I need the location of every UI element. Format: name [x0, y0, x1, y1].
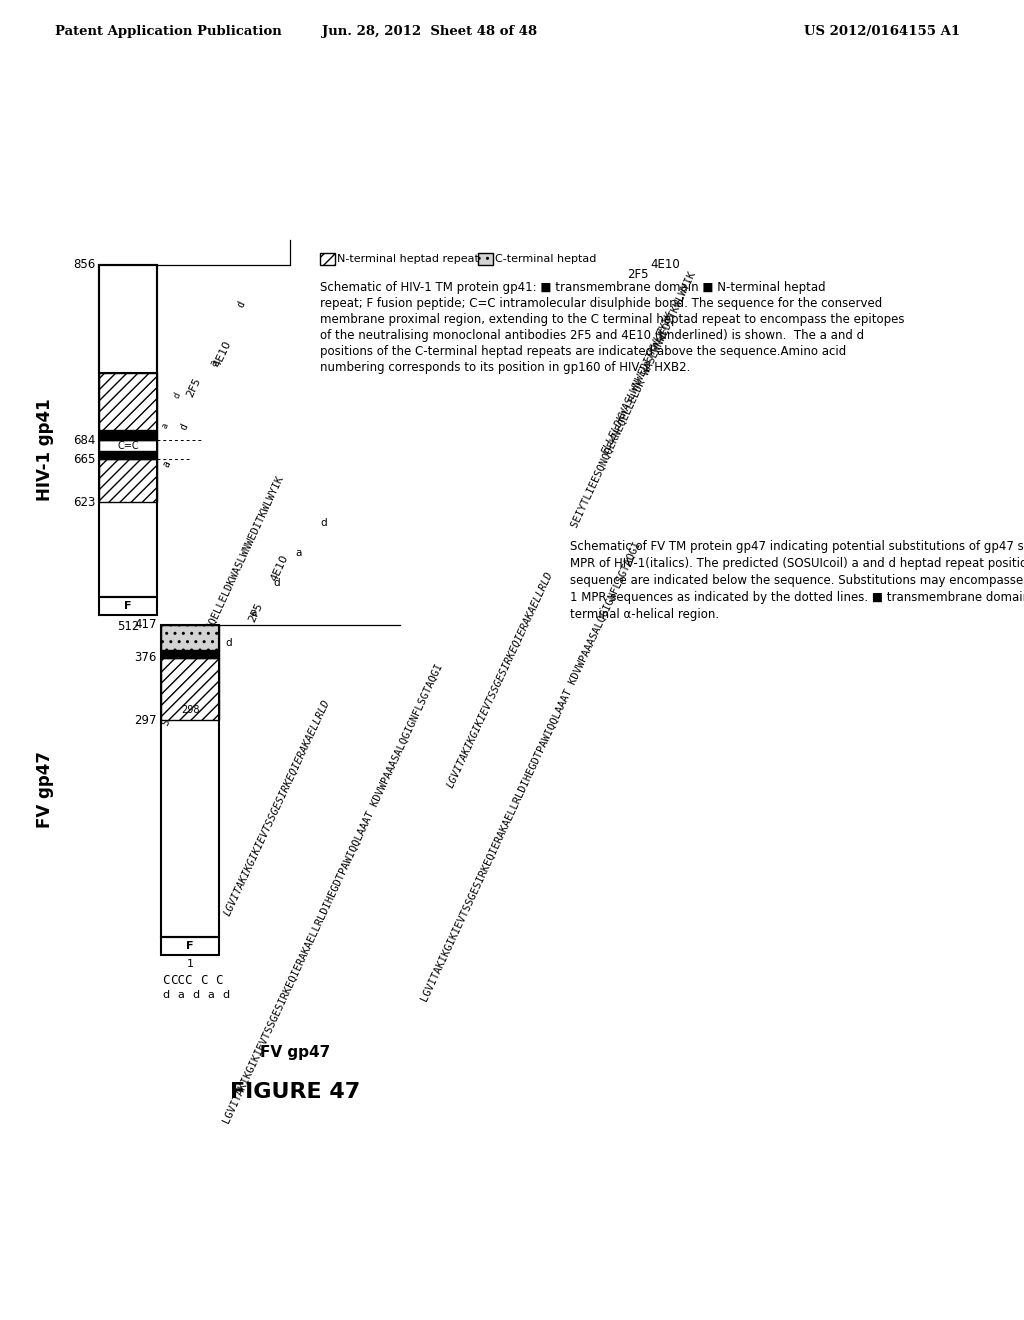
Text: d: d [273, 578, 281, 587]
Text: a: a [160, 421, 170, 430]
Text: d: d [225, 638, 232, 648]
Text: d: d [193, 990, 200, 1001]
Bar [161, 937, 219, 954]
Bar [99, 430, 157, 440]
Text: 376: 376 [134, 651, 157, 664]
Text: 2F5: 2F5 [628, 268, 649, 281]
Text: FV gp47: FV gp47 [36, 751, 54, 829]
Bar [478, 253, 493, 265]
Text: Jun. 28, 2012  Sheet 48 of 48: Jun. 28, 2012 Sheet 48 of 48 [323, 25, 538, 38]
Text: ELLELDKWASLWNWEDITKWLWYIK: ELLELDKWASLWNWEDITKWLWYIK [600, 310, 675, 455]
Text: sequence are indicated below the sequence. Substitutions may encompasses various: sequence are indicated below the sequenc… [570, 574, 1024, 587]
Text: 512: 512 [117, 620, 139, 634]
Text: 684: 684 [73, 433, 95, 446]
Text: numbering corresponds to its position in gp160 of HIV-1 HXB2.: numbering corresponds to its position in… [319, 360, 690, 374]
Text: d: d [172, 391, 182, 400]
Bar [161, 651, 219, 657]
Text: MPR of HIV-1(italics). The predicted (SOSUIcoil) a and d heptad repeat positions: MPR of HIV-1(italics). The predicted (SO… [570, 557, 1024, 570]
Text: C: C [162, 974, 170, 986]
Text: 623: 623 [73, 495, 95, 508]
Text: membrane proximal region, extending to the C terminal heptad repeat to encompass: membrane proximal region, extending to t… [319, 313, 904, 326]
Text: LGVITAKIKGIKIEVTSSGESIRKEQIERAKAELLRLDIHEGDTPAWIQQLAAAT KDVWPAAASALQGIGNFLSGTAQG: LGVITAKIKGIKIEVTSSGESIRKEQIERAKAELLRLDIH… [420, 540, 643, 1003]
Text: FIGURE 47: FIGURE 47 [229, 1082, 360, 1102]
Text: Schematic of HIV-1 TM protein gp41: ■ transmembrane domain ■ N-terminal heptad: Schematic of HIV-1 TM protein gp41: ■ tr… [319, 281, 825, 294]
Text: SEIYTLIEESQNQQEKNEQELLELDKWASLWNWEDITKWLWYIK: SEIYTLIEESQNQQEKNEQELLELDKWASLWNWEDITKWL… [160, 474, 286, 727]
Text: US 2012/0164155 A1: US 2012/0164155 A1 [804, 25, 961, 38]
Text: 4E10: 4E10 [212, 339, 232, 370]
Text: C: C [201, 974, 208, 986]
Text: positions of the C-terminal heptad repeats are indicated above the sequence.Amin: positions of the C-terminal heptad repea… [319, 345, 846, 358]
Bar [99, 597, 157, 615]
Text: LGVITAKIKGIKIEVTSSGESIRKEQIERAKAELLRLD: LGVITAKIKGIKIEVTSSGESIRKEQIERAKAELLRLD [222, 697, 332, 917]
Text: F: F [124, 601, 132, 611]
Text: 4E10: 4E10 [650, 259, 680, 272]
Bar [161, 624, 219, 651]
Text: 2F5: 2F5 [247, 601, 265, 624]
Bar [161, 657, 219, 721]
Bar [319, 253, 335, 265]
Text: C: C [215, 974, 223, 986]
Text: N-terminal heptad repeat;: N-terminal heptad repeat; [337, 253, 482, 264]
Text: a: a [251, 607, 257, 618]
Bar [99, 265, 157, 597]
Text: SEIYTLIEESQNQQEKNEQELLELDK WASLWNWEDITKWLWYIK: SEIYTLIEESQNQQEKNEQELLELDK WASLWNWEDITKW… [570, 271, 698, 529]
Text: 2F5: 2F5 [185, 376, 203, 400]
Text: Patent Application Publication: Patent Application Publication [55, 25, 282, 38]
Bar [99, 440, 157, 451]
Text: of the neutralising monoclonal antibodies 2F5 and 4E10 (underlined) is shown.  T: of the neutralising monoclonal antibodie… [319, 329, 864, 342]
Bar [161, 624, 219, 937]
Text: 1: 1 [186, 960, 194, 969]
Bar [99, 265, 157, 372]
Text: C-terminal heptad: C-terminal heptad [495, 253, 596, 264]
Text: a: a [296, 548, 302, 557]
Text: 298: 298 [181, 705, 200, 715]
Text: 1 MPR sequences as indicated by the dotted lines. ■ transmembrane domain ■ N-ter: 1 MPR sequences as indicated by the dott… [570, 591, 1024, 605]
Text: a: a [177, 990, 184, 1001]
Text: d: d [321, 517, 328, 528]
Bar [99, 451, 157, 459]
Text: a      d           a          d: a d a d [162, 300, 248, 470]
Bar [99, 372, 157, 430]
Text: d: d [222, 990, 229, 1001]
Text: F: F [186, 941, 194, 950]
Text: LGVITAKIKGIKIEVTSSGESIRKEQIERAKAELLRLDIHEGDTPAWIQQLAAAT KDVWPAAASALQGIGNFLSGTAQG: LGVITAKIKGIKIEVTSSGESIRKEQIERAKAELLRLDIH… [222, 663, 445, 1126]
Text: 297: 297 [134, 714, 157, 727]
Text: terminal α-helical region.: terminal α-helical region. [570, 609, 719, 620]
Text: Schematic of FV TM protein gp47 indicating potential substitutions of gp47 seque: Schematic of FV TM protein gp47 indicati… [570, 540, 1024, 553]
Text: d: d [163, 990, 170, 1001]
Text: a: a [208, 990, 214, 1001]
Text: repeat; F fusion peptide; C=C intramolecular disulphide bond. The sequence for t: repeat; F fusion peptide; C=C intramolec… [319, 297, 883, 310]
Text: C=C: C=C [117, 441, 139, 450]
Text: CCC: CCC [170, 974, 193, 986]
Bar [99, 459, 157, 502]
Text: LGVITAKIKGIKIEVTSSGESIRKEQIERAKAELLRLD: LGVITAKIKGIKIEVTSSGESIRKEQIERAKAELLRLD [445, 570, 554, 789]
Text: 856: 856 [73, 259, 95, 272]
Text: FV gp47: FV gp47 [260, 1044, 330, 1060]
Text: 4E10: 4E10 [269, 553, 290, 582]
Text: HIV-1 gp41: HIV-1 gp41 [36, 399, 54, 502]
Text: 665: 665 [73, 453, 95, 466]
Text: 417: 417 [134, 619, 157, 631]
